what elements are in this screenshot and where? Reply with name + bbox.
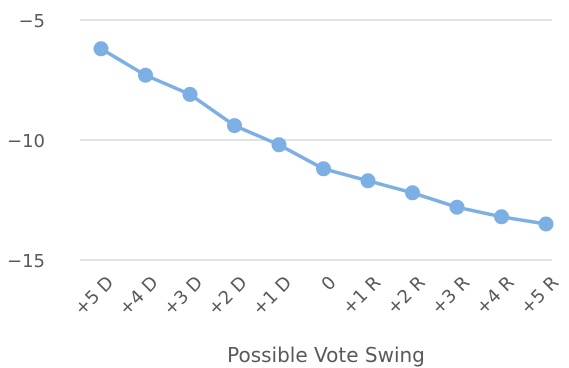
- x-tick-label: +1 R: [339, 272, 386, 319]
- data-point: [271, 137, 287, 153]
- x-tick-label: +3 R: [428, 272, 475, 319]
- x-axis-title: Possible Vote Swing: [227, 343, 425, 367]
- x-tick-label: +5 R: [517, 272, 564, 319]
- data-point: [449, 199, 465, 215]
- x-tick-label: +2 D: [204, 272, 251, 319]
- x-tick-label: +4 D: [115, 272, 162, 319]
- data-point: [360, 173, 376, 189]
- x-tick-label: +5 D: [71, 272, 118, 319]
- data-point: [405, 185, 420, 201]
- y-axis-tick-labels: −5 −10 −15: [7, 11, 45, 272]
- data-series: [93, 41, 554, 232]
- y-tick-label: −5: [18, 11, 45, 32]
- x-tick-label: +1 D: [249, 272, 296, 319]
- data-point: [182, 86, 198, 102]
- x-tick-label: +2 R: [383, 272, 430, 319]
- y-tick-label: −10: [7, 131, 45, 152]
- data-point: [494, 209, 509, 225]
- data-point: [227, 118, 242, 134]
- data-point: [316, 161, 331, 177]
- data-point: [93, 41, 109, 57]
- x-axis-tick-labels: +5 D+4 D+3 D+2 D+1 D 0+1 R+2 R+3 R+4 R+5 …: [71, 272, 563, 319]
- data-point: [538, 216, 554, 232]
- x-tick-label: 0: [318, 272, 341, 295]
- data-point: [138, 67, 153, 83]
- series-line: [100, 47, 547, 226]
- gridlines: [80, 19, 552, 261]
- y-tick-label: −15: [7, 251, 45, 272]
- x-tick-label: +4 R: [472, 272, 519, 319]
- x-tick-label: +3 D: [160, 272, 207, 319]
